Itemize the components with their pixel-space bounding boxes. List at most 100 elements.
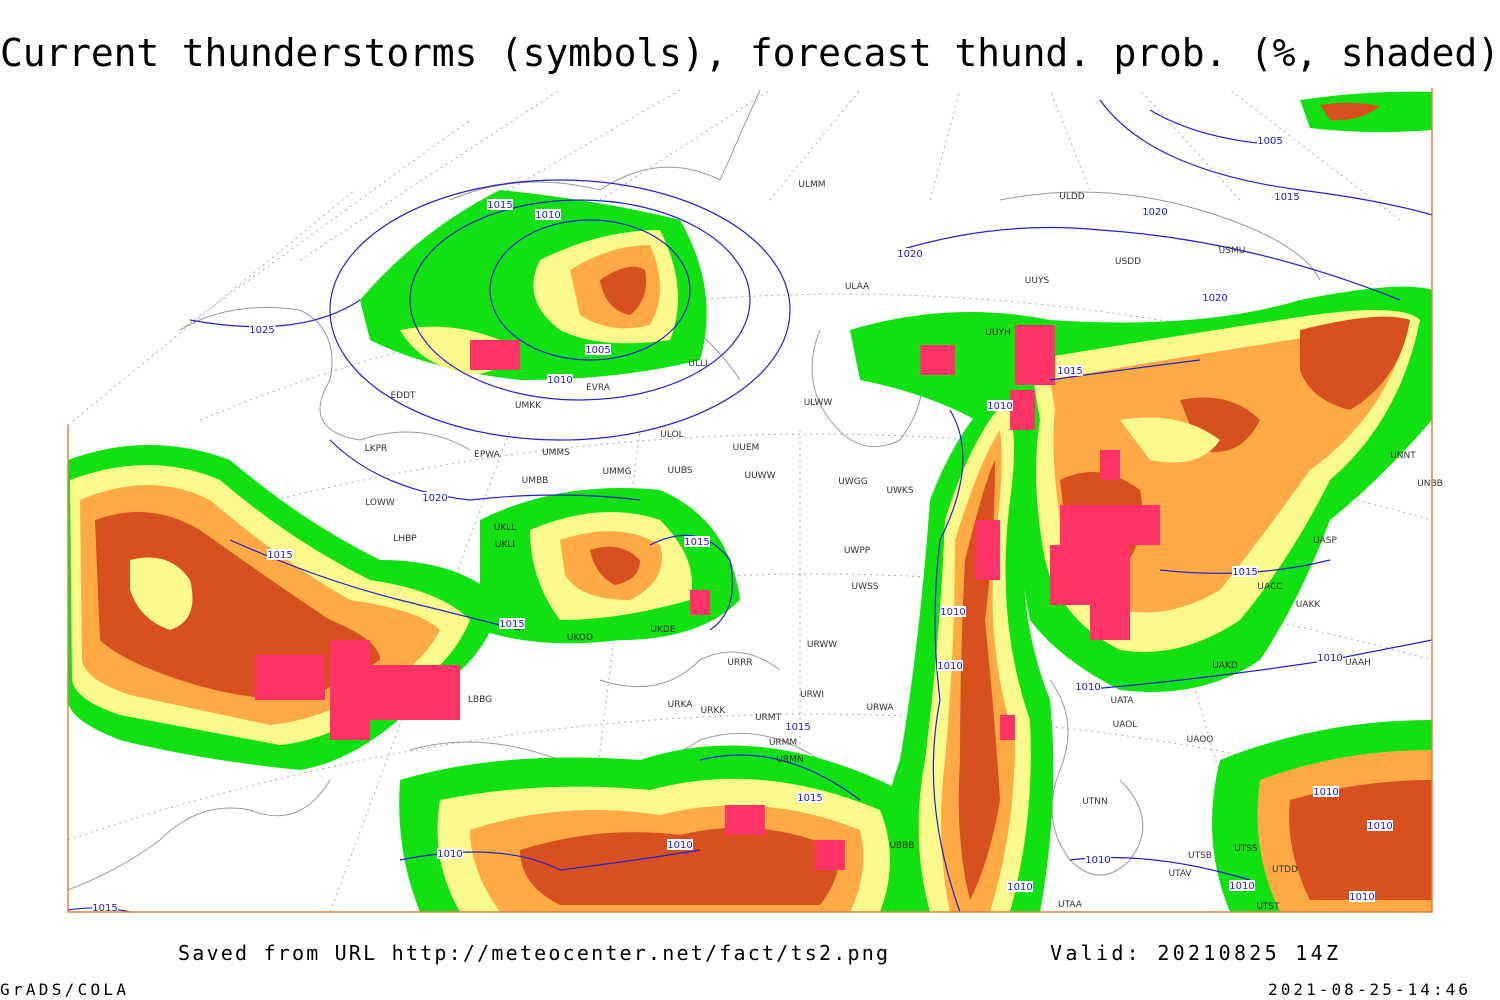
station-label: ULOL	[660, 430, 683, 440]
isobars	[67, 99, 1433, 913]
isobar-label-bg	[684, 536, 710, 547]
isobar-labels: 1015 1010 1005 1015 1020 1020 1025 1005 1010 1015…	[92, 135, 1393, 914]
isobar-label: 1010	[1317, 653, 1342, 664]
station-labels: ULMM ULDD USDD USMU ULAA UUYS UUYH ULWW UUEM UUWW…	[365, 180, 1443, 912]
station-label: UWKS	[886, 486, 913, 496]
isobar-label: 1015	[797, 793, 822, 804]
isobar-label: 1010	[940, 607, 965, 618]
isobar-label-bg	[249, 324, 275, 335]
title: Current thunderstorms (symbols), forecas…	[0, 31, 1500, 75]
isobar-label-bg	[1007, 881, 1033, 892]
station-label: UTSB	[1188, 851, 1212, 861]
station-label: UAAH	[1345, 658, 1371, 668]
station-label: LOWW	[365, 498, 395, 508]
station-label: UTNN	[1082, 797, 1108, 807]
isobar-label-bg	[1229, 880, 1255, 891]
isobar-label: 1010	[535, 210, 560, 221]
station-label: ULLI	[688, 359, 707, 369]
station-label: UAOO	[1187, 735, 1214, 745]
source-note: Saved from URL http://meteocenter.net/fa…	[178, 941, 888, 965]
station-label: UKLI	[495, 540, 515, 550]
isobar-label-bg	[667, 839, 693, 850]
isobar-label: 1020	[897, 249, 922, 260]
station-label: URKA	[668, 700, 694, 710]
station-label: URMN	[776, 755, 803, 765]
isobar-label: 1010	[667, 840, 692, 851]
station-label: EPWA	[474, 450, 501, 460]
isobar-label: 1010	[1349, 892, 1374, 903]
map-frame	[67, 88, 1433, 913]
isobar-label: 1010	[547, 375, 572, 386]
station-label: URWW	[807, 640, 837, 650]
station-label: UASP	[1313, 536, 1337, 546]
station-label: UMKK	[515, 401, 542, 411]
isobar-label: 1015	[1232, 567, 1257, 578]
isobar-label: 1015	[684, 537, 709, 548]
station-label: UTSS	[1234, 844, 1258, 854]
station-label: URWA	[866, 703, 894, 713]
isobar-label-bg	[1202, 292, 1228, 303]
station-label: URRR	[727, 658, 752, 668]
isobar-label-bg	[92, 902, 118, 913]
valid-time: Valid: 20210825 14Z	[1050, 941, 1338, 965]
station-label: USMU	[1219, 246, 1246, 256]
station-label: LBBG	[468, 695, 492, 705]
isobar-label-bg	[1142, 206, 1168, 217]
station-label: UUYH	[985, 328, 1010, 338]
station-label: UMMS	[542, 448, 570, 458]
isobar-label-bg	[1085, 854, 1111, 865]
station-label: UTAA	[1058, 900, 1083, 910]
station-label: URKK	[701, 706, 727, 716]
station-label: UAKD	[1212, 661, 1238, 671]
isobar-label: 1015	[1057, 366, 1082, 377]
station-label: ULAA	[845, 282, 870, 292]
station-label: UNBB	[1417, 479, 1443, 489]
isobar-label: 1010	[1007, 882, 1032, 893]
isobar-label: 1010	[1085, 855, 1110, 866]
isobar-label-bg	[1367, 820, 1393, 831]
isobar-label-bg	[585, 344, 611, 355]
station-label: UATA	[1110, 696, 1134, 706]
station-label: ULWW	[804, 398, 833, 408]
isobar-label: 1010	[1229, 881, 1254, 892]
isobar-label: 1015	[499, 619, 524, 630]
isobar-label: 1015	[267, 550, 292, 561]
station-label: URMM	[769, 738, 797, 748]
station-label: UBBB	[889, 841, 914, 851]
isobar-label-bg	[1232, 566, 1258, 577]
station-label: UTST	[1256, 902, 1280, 912]
isobar-label: 1010	[987, 401, 1012, 412]
isobar-label: 1015	[92, 903, 117, 914]
thunderstorm-probability	[68, 91, 1432, 912]
isobar-label: 1015	[785, 722, 810, 733]
station-label: USDD	[1115, 257, 1141, 267]
isobar-label: 1015	[1274, 192, 1299, 203]
station-label: UUBS	[668, 466, 693, 476]
isobar-label-bg	[987, 400, 1013, 411]
station-label: URMT	[755, 713, 782, 723]
isobar-label-bg	[797, 792, 823, 803]
isobar-label-bg	[535, 209, 561, 220]
station-label: UACC	[1257, 582, 1282, 592]
station-label: UTDD	[1272, 865, 1298, 875]
station-label: ULMM	[798, 180, 825, 190]
isobar-label-bg	[499, 618, 525, 629]
station-label: UMBB	[522, 476, 549, 486]
station-label: UKLL	[494, 523, 517, 533]
isobar-label-bg	[1075, 681, 1101, 692]
isobar-label-bg	[487, 199, 513, 210]
isobar-label-bg	[785, 721, 811, 732]
isobar-label: 1005	[585, 345, 610, 356]
isobar-label: 1020	[1202, 293, 1227, 304]
isobar-label: 1025	[249, 325, 274, 336]
station-label: UMMG	[602, 467, 631, 477]
isobar-label: 1020	[422, 493, 447, 504]
station-label: LHBP	[393, 534, 417, 544]
station-label: UAKK	[1296, 600, 1322, 610]
station-label: EVRA	[586, 383, 611, 393]
isobar-label-bg	[422, 492, 448, 503]
isobar-label-bg	[437, 848, 463, 859]
isobar-label-bg	[1313, 786, 1339, 797]
isobar-label-bg	[547, 374, 573, 385]
